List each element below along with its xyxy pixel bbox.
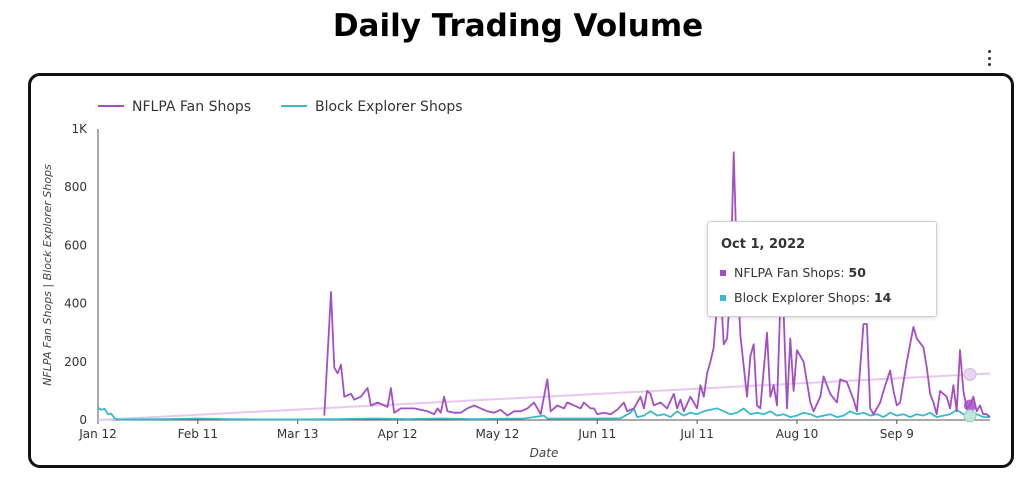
y-tick-label: 200 bbox=[64, 355, 87, 369]
legend-label-nflpa[interactable]: NFLPA Fan Shops bbox=[132, 99, 251, 115]
legend[interactable]: NFLPA Fan Shops Block Explorer Shops bbox=[98, 99, 463, 115]
x-tick-label: Aug 10 bbox=[776, 427, 819, 441]
trend-hover-marker bbox=[963, 367, 977, 381]
hover-tooltip: Oct 1, 2022 NFLPA Fan Shops: 50 Block Ex… bbox=[707, 221, 937, 317]
x-tick-label: Apr 12 bbox=[378, 427, 418, 441]
x-tick-label: Jan 12 bbox=[78, 427, 117, 441]
x-tick-label: Sep 9 bbox=[880, 427, 914, 441]
tooltip-date: Oct 1, 2022 bbox=[721, 237, 806, 252]
tooltip-row-nflpa: NFLPA Fan Shops: 50 bbox=[720, 265, 866, 280]
y-tick-label: 1K bbox=[71, 122, 88, 136]
tooltip-label-block: Block Explorer Shops: bbox=[734, 290, 874, 305]
x-tick-label: Jul 11 bbox=[679, 427, 714, 441]
x-tick-label: Feb 11 bbox=[178, 427, 218, 441]
nflpa-hover-marker bbox=[964, 399, 977, 412]
x-tick-label: Mar 13 bbox=[277, 427, 319, 441]
x-tick-label: May 12 bbox=[475, 427, 519, 441]
block-hover-marker bbox=[963, 409, 977, 423]
y-tick-label: 0 bbox=[79, 413, 87, 427]
y-tick-label: 800 bbox=[64, 180, 87, 194]
tooltip-value-nflpa: 50 bbox=[848, 265, 866, 280]
tooltip-swatch-block bbox=[720, 295, 726, 301]
kebab-menu-icon[interactable] bbox=[982, 48, 996, 68]
tooltip-row-block: Block Explorer Shops: 14 bbox=[720, 290, 891, 305]
tooltip-label-nflpa: NFLPA Fan Shops: bbox=[734, 265, 849, 280]
y-tick-label: 600 bbox=[64, 238, 87, 252]
tooltip-swatch-nflpa bbox=[720, 270, 726, 276]
series-line-nflpa[interactable] bbox=[323, 151, 991, 418]
y-tick-label: 400 bbox=[64, 297, 87, 311]
series-line-block[interactable] bbox=[97, 407, 990, 421]
y-axis-title: NFLPA Fan Shops | Block Explorer Shops bbox=[41, 164, 54, 386]
x-tick-label: Jun 11 bbox=[577, 427, 616, 441]
legend-label-block[interactable]: Block Explorer Shops bbox=[315, 99, 463, 115]
chart-title: Daily Trading Volume bbox=[332, 8, 704, 44]
tooltip-value-block: 14 bbox=[873, 290, 892, 305]
x-axis-title: Date bbox=[530, 446, 559, 460]
